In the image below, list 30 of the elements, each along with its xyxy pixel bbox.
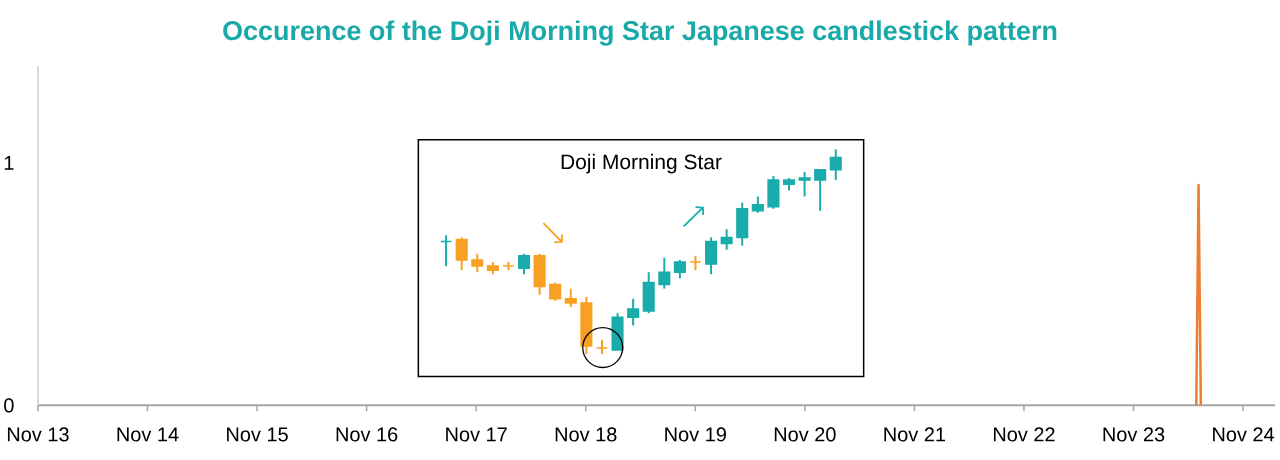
candlestick <box>814 168 827 212</box>
candlestick <box>455 236 468 272</box>
x-tick-label: Nov 15 <box>227 427 288 442</box>
x-tick-label: Nov 16 <box>336 427 398 442</box>
candlestick <box>720 228 733 251</box>
x-tick-label: Nov 13 <box>7 427 69 442</box>
x-tick-label: Nov 20 <box>774 427 836 442</box>
x-tick-label: Nov 24 <box>1213 427 1275 442</box>
candlestick <box>549 281 562 302</box>
x-tick-label: Nov 17 <box>446 427 507 442</box>
x-tick-label: Nov 21 <box>884 427 946 442</box>
chart-title: Doji Morning Star <box>561 153 722 174</box>
y-tick-label: 0 <box>4 398 14 413</box>
y-tick-label: 1 <box>4 155 14 170</box>
x-tick-label: Nov 18 <box>555 427 617 442</box>
x-tick-label: Nov 22 <box>993 427 1055 442</box>
candlestick <box>658 256 671 290</box>
candlestick <box>471 252 484 274</box>
candlestick <box>517 252 531 276</box>
candlestick <box>564 287 577 308</box>
candlestick <box>440 234 453 267</box>
x-tick-label: Nov 14 <box>117 427 179 442</box>
candlestick <box>829 148 842 181</box>
chart-title: Occurence of the Doji Morning Star Japanese candlestick pattern <box>223 20 1057 46</box>
candlestick <box>627 297 640 327</box>
candlestick <box>705 236 718 276</box>
candlestick <box>798 170 811 198</box>
x-tick-label: Nov 23 <box>1103 427 1165 442</box>
x-tick-label: Nov 19 <box>665 427 726 442</box>
candlestick <box>673 258 686 280</box>
